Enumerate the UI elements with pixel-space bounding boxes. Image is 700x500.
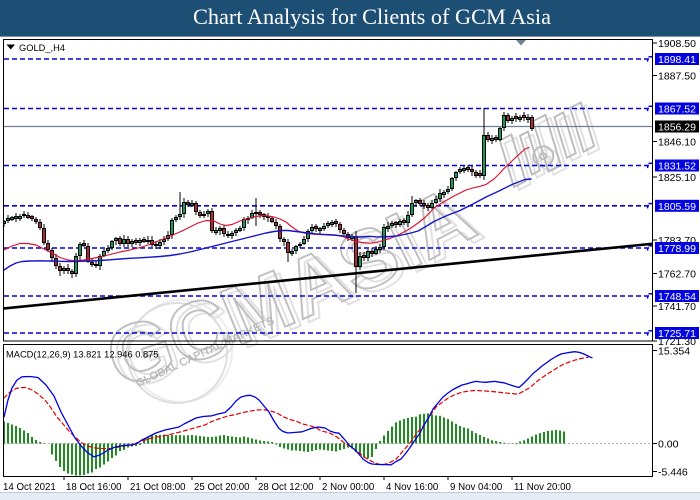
svg-text:1778.99: 1778.99	[658, 243, 696, 255]
svg-text:1762.70: 1762.70	[658, 269, 696, 281]
svg-text:1725.71: 1725.71	[658, 328, 696, 340]
svg-text:Chart Analysis for Clients of: Chart Analysis for Clients of GCM Asia	[193, 4, 551, 29]
svg-text:0.00: 0.00	[658, 439, 679, 451]
svg-text:1741.70: 1741.70	[658, 301, 696, 313]
svg-text:GOLD_,H4: GOLD_,H4	[19, 43, 65, 53]
svg-text:1908.50: 1908.50	[658, 38, 696, 50]
svg-text:1748.54: 1748.54	[658, 291, 696, 303]
svg-text:11 Nov 20:00: 11 Nov 20:00	[514, 482, 572, 493]
svg-text:9 Nov 04:00: 9 Nov 04:00	[450, 482, 503, 493]
svg-text:1867.52: 1867.52	[658, 104, 696, 116]
svg-text:18 Oct 16:00: 18 Oct 16:00	[66, 482, 122, 493]
svg-text:28 Oct 12:00: 28 Oct 12:00	[258, 482, 314, 493]
svg-text:2 Nov 00:00: 2 Nov 00:00	[322, 482, 375, 493]
svg-text:25 Oct 20:00: 25 Oct 20:00	[194, 482, 250, 493]
svg-text:1856.29: 1856.29	[658, 122, 696, 134]
svg-text:1887.50: 1887.50	[658, 71, 696, 83]
svg-text:-5.446: -5.446	[658, 467, 688, 479]
svg-text:21 Oct 08:00: 21 Oct 08:00	[130, 482, 186, 493]
svg-text:1898.41: 1898.41	[658, 54, 696, 66]
svg-text:15.354: 15.354	[658, 346, 690, 358]
svg-text:4 Nov 16:00: 4 Nov 16:00	[386, 482, 439, 493]
svg-text:MACD(12,26,9) 13.821 12.946 0.: MACD(12,26,9) 13.821 12.946 0.875	[6, 350, 158, 360]
svg-text:14 Oct 2021: 14 Oct 2021	[3, 482, 56, 493]
svg-text:1846.10: 1846.10	[658, 137, 696, 149]
svg-text:1831.52: 1831.52	[658, 161, 696, 173]
svg-text:1805.59: 1805.59	[658, 201, 696, 213]
svg-text:1825.10: 1825.10	[658, 172, 696, 184]
